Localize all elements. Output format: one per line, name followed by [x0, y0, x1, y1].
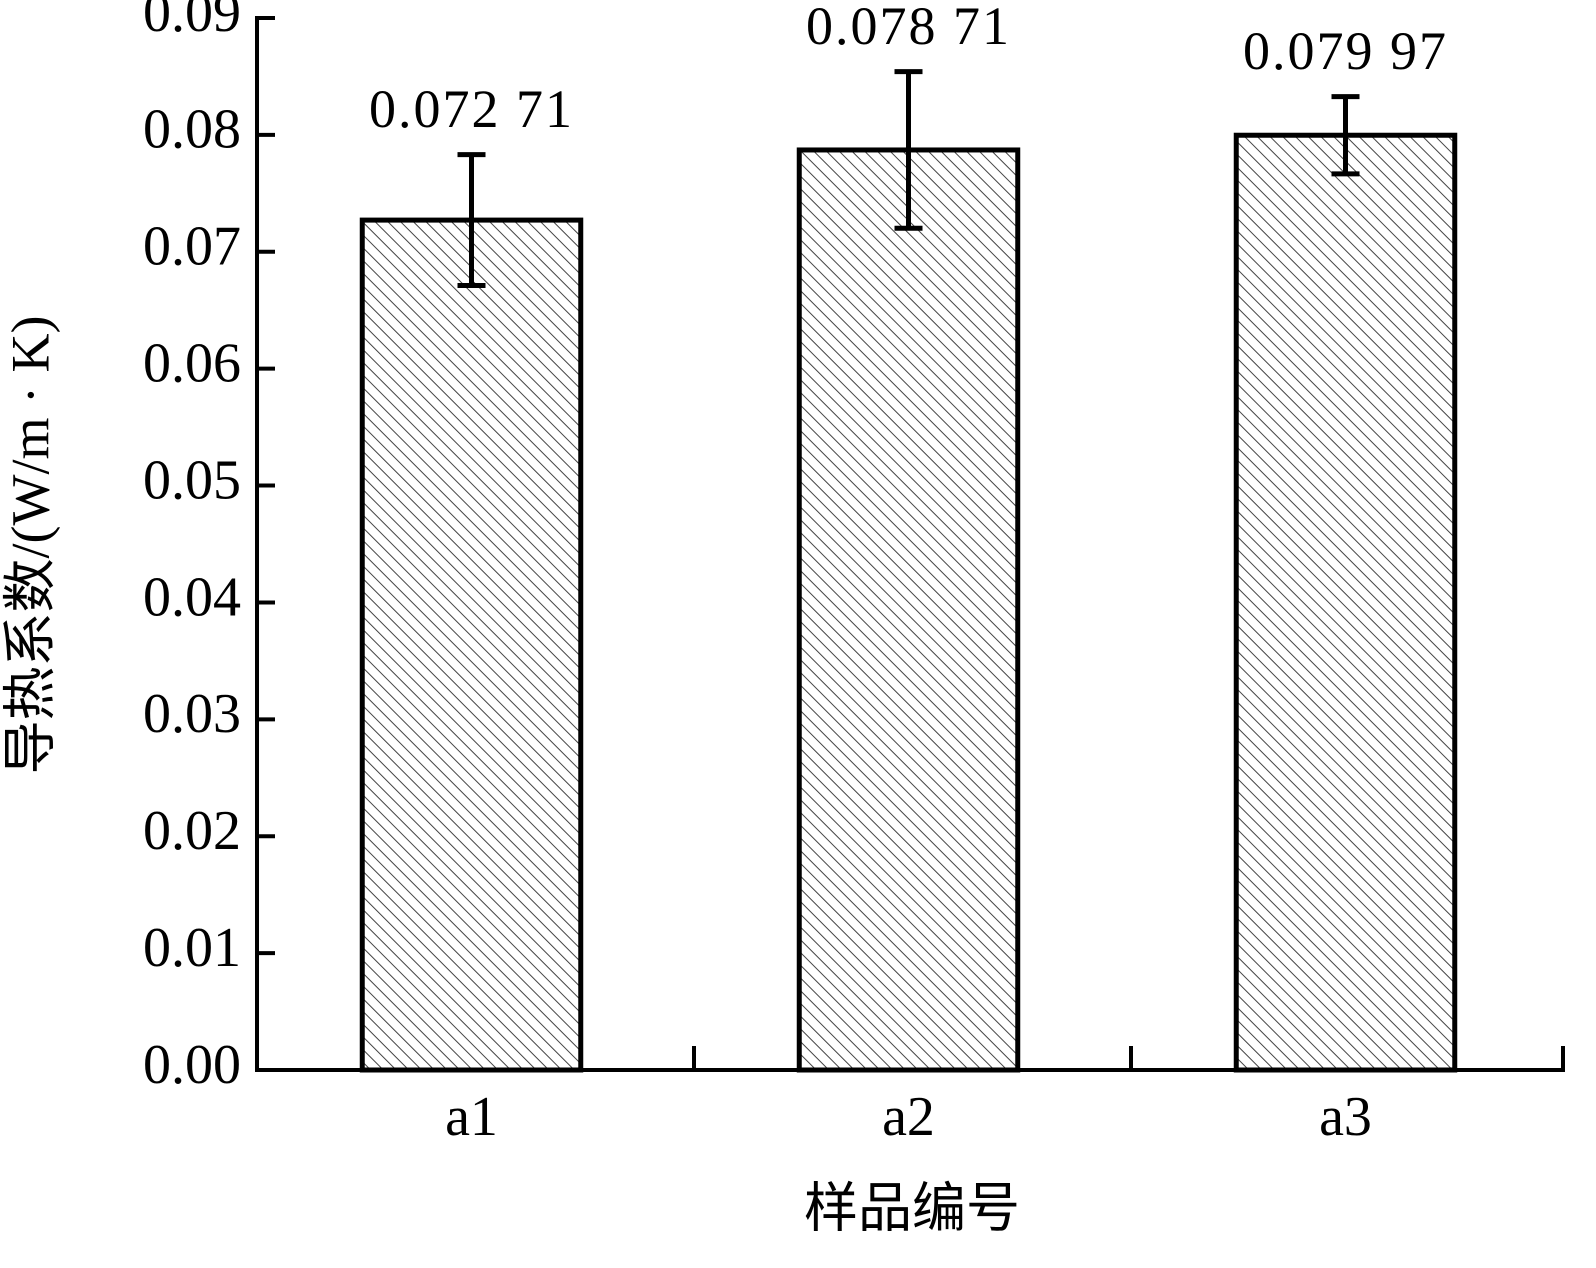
y-axis-label: 导热系数/(W/m · K) — [0, 316, 60, 775]
bar — [796, 147, 1021, 1073]
y-tick-label: 0.00 — [143, 1034, 241, 1096]
y-tick-label: 0.02 — [143, 800, 241, 862]
x-tick-label: a2 — [882, 1086, 935, 1148]
y-tick-label: 0.04 — [143, 566, 241, 628]
y-tick-label: 0.08 — [143, 99, 241, 161]
y-tick-label: 0.06 — [143, 333, 241, 395]
bar — [1233, 132, 1458, 1073]
x-tick-label: a3 — [1319, 1086, 1372, 1148]
y-tick-label: 0.09 — [143, 0, 241, 44]
bar — [359, 217, 584, 1073]
value-label: 0.072 71 — [369, 79, 574, 139]
value-label: 0.078 71 — [806, 0, 1011, 56]
y-tick-label: 0.05 — [143, 449, 241, 511]
x-axis-label: 样品编号 — [804, 1178, 1020, 1238]
y-tick-label: 0.01 — [143, 917, 241, 979]
y-tick-label: 0.07 — [143, 216, 241, 278]
value-label: 0.079 97 — [1243, 21, 1448, 81]
y-tick-label: 0.03 — [143, 683, 241, 745]
x-tick-label: a1 — [445, 1086, 498, 1148]
